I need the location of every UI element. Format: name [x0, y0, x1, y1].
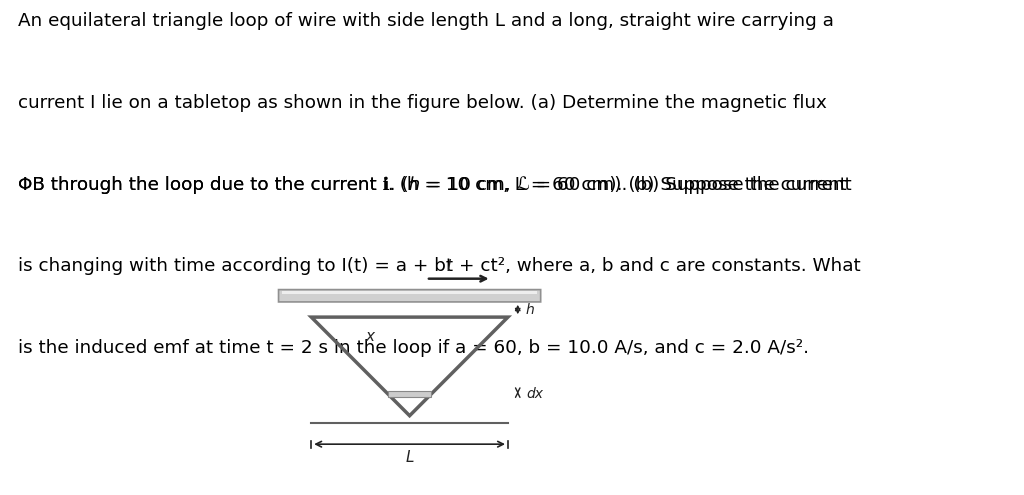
- Text: ΦB through the loop due to the current ℹ. (ℎ = 10 cm, ℒ = 60 cm). (b) Suppose th: ΦB through the loop due to the current ℹ…: [18, 176, 852, 194]
- Text: current I lie on a tabletop as shown in the figure below. (a) Determine the magn: current I lie on a tabletop as shown in …: [18, 94, 827, 112]
- Bar: [282, 291, 538, 294]
- Bar: [388, 392, 431, 396]
- Text: h: h: [526, 302, 535, 316]
- Text: x: x: [366, 329, 375, 344]
- Text: I: I: [446, 259, 452, 274]
- FancyBboxPatch shape: [279, 290, 541, 302]
- Text: dx: dx: [526, 387, 543, 401]
- Text: is changing with time according to I(t) = a + bt + ct², where a, b and c are con: is changing with time according to I(t) …: [18, 257, 861, 275]
- Text: is the induced emf at time t = 2 s in the loop if a = 60, b = 10.0 A/s, and c = : is the induced emf at time t = 2 s in th…: [18, 339, 809, 357]
- Text: L: L: [406, 450, 414, 465]
- Text: An equilateral triangle loop of wire with side length L and a long, straight wir: An equilateral triangle loop of wire wit…: [18, 12, 835, 30]
- Text: ΦB through the loop due to the current I. (h = 10 cm, L = 60 cm). (b) Suppose th: ΦB through the loop due to the current I…: [18, 176, 847, 194]
